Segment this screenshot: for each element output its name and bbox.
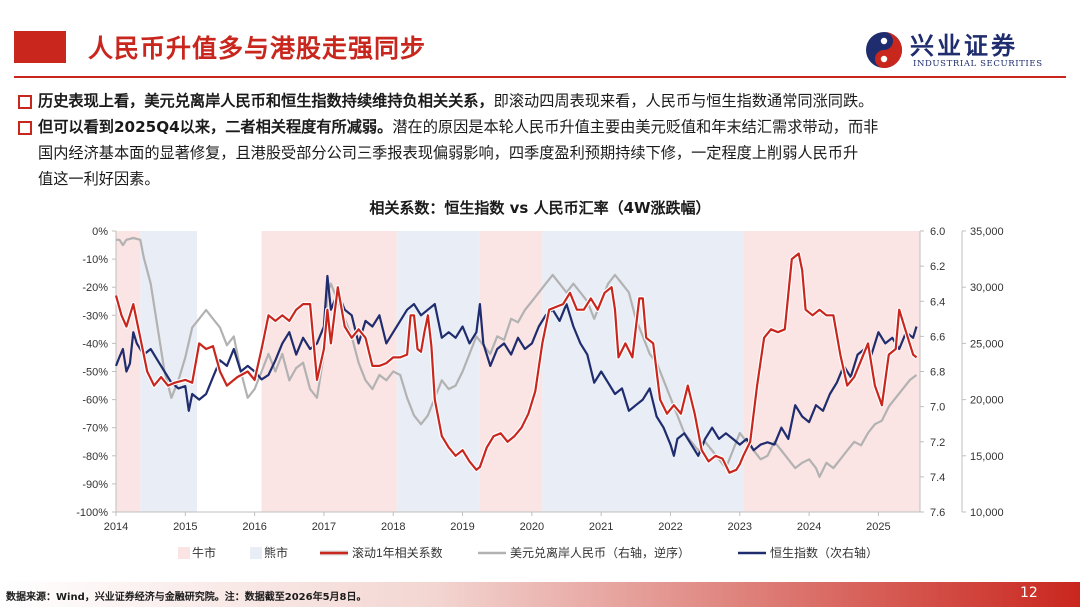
bullet-2: 但可以看到2025Q4以来，二者相关程度有所减弱。潜在的原因是本轮人民币升值主要… bbox=[16, 114, 1066, 140]
y-right-tick-label: 6.0 bbox=[930, 226, 945, 238]
y-right-tick-label: 6.8 bbox=[930, 367, 945, 379]
y-left-tick-label: -70% bbox=[82, 423, 108, 435]
y-right-tick-label: 7.6 bbox=[930, 507, 945, 519]
y-right2-tick-label: 20,000 bbox=[970, 395, 1004, 407]
correlation-line bbox=[114, 252, 918, 474]
bear-market-band bbox=[542, 231, 744, 512]
bull-market-band bbox=[479, 231, 543, 512]
y-left-tick-label: -40% bbox=[82, 338, 108, 350]
x-tick-label: 2015 bbox=[173, 521, 197, 533]
y-right-tick-label: 7.2 bbox=[930, 437, 945, 449]
bullet-2-line-3: 值这一利好因素。 bbox=[38, 170, 160, 188]
x-tick-label: 2016 bbox=[242, 521, 266, 533]
x-tick-label: 2023 bbox=[728, 521, 752, 533]
bear-market-band bbox=[396, 231, 480, 512]
header-divider bbox=[14, 76, 1066, 78]
bull-market-band bbox=[743, 231, 920, 512]
y-left-tick-label: -10% bbox=[82, 254, 108, 266]
brand-name-cn: 兴业证券 bbox=[910, 31, 1018, 60]
bull-market-band bbox=[116, 231, 141, 512]
y-left-tick-label: -30% bbox=[82, 310, 108, 322]
x-tick-label: 2017 bbox=[312, 521, 336, 533]
hang-seng-line bbox=[114, 274, 918, 457]
y-right2-tick-label: 15,000 bbox=[970, 451, 1004, 463]
x-tick-label: 2020 bbox=[520, 521, 544, 533]
correlation-chart: 0% -10% -20% -30% -40% -50% -60% -70% -80% -90% -1… bbox=[76, 226, 1004, 560]
y-left-tick-label: -100% bbox=[76, 507, 108, 519]
x-tick-label: 2019 bbox=[450, 521, 474, 533]
y-right-tick-label: 7.0 bbox=[930, 402, 945, 414]
brand-name-en: INDUSTRIAL SECURITIES bbox=[913, 59, 1043, 69]
x-tick-label: 2021 bbox=[589, 521, 613, 533]
y-right2-tick-label: 30,000 bbox=[970, 282, 1004, 294]
summary-bullets: 历史表现上看，美元兑离岸人民币和恒生指数持续维持负相关关系，即滚动四周表现来看，… bbox=[16, 88, 1066, 192]
bull-market-band bbox=[261, 231, 397, 512]
x-tick-label: 2022 bbox=[658, 521, 682, 533]
bullet-2-line-2: 国内经济基本面的显著修复，且港股受部分公司三季报表现偏弱影响，四季度盈利预期持续… bbox=[38, 144, 859, 162]
y-left-tick-label: -90% bbox=[82, 479, 108, 491]
bullet-1-text: 即滚动四周表现来看，人民币与恒生指数通常同涨同跌。 bbox=[493, 92, 874, 110]
x-tick-label: 2025 bbox=[866, 521, 890, 533]
y-left-tick-label: 0% bbox=[92, 226, 108, 238]
legend-bear-label: 熊市 bbox=[264, 545, 288, 560]
legend-bull-swatch bbox=[178, 547, 190, 559]
y-right2-tick-label: 25,000 bbox=[970, 338, 1004, 350]
x-tick-label: 2024 bbox=[797, 521, 821, 533]
bullet-box-icon bbox=[18, 121, 32, 135]
bullet-2-bold: 但可以看到2025Q4以来，二者相关程度有所减弱。 bbox=[38, 118, 393, 136]
page-title: 人民币升值多与港股走强同步 bbox=[88, 34, 427, 63]
title-accent-bar bbox=[14, 31, 66, 63]
brand-logo: 兴业证券 INDUSTRIAL SECURITIES bbox=[864, 26, 1054, 74]
y-left-tick-label: -60% bbox=[82, 395, 108, 407]
bullet-1-bold: 历史表现上看，美元兑离岸人民币和恒生指数持续维持负相关关系， bbox=[38, 92, 494, 110]
footer-bar bbox=[0, 582, 1080, 607]
y-right-tick-label: 6.2 bbox=[930, 261, 945, 273]
bullet-box-icon bbox=[18, 95, 32, 109]
legend-series-label: 滚动1年相关系数 bbox=[352, 545, 443, 560]
y-right-tick-label: 7.4 bbox=[930, 472, 945, 484]
y-right-tick-label: 6.4 bbox=[930, 296, 945, 308]
data-source-note: 数据来源：Wind，兴业证券经济与金融研究院。注：数据截至2026年5月8日。 bbox=[6, 592, 367, 603]
x-tick-label: 2014 bbox=[104, 521, 128, 533]
legend-bear-swatch bbox=[250, 547, 262, 559]
brand-logo-icon bbox=[866, 32, 902, 68]
y-left-tick-label: -50% bbox=[82, 367, 108, 379]
y-left-tick-label: -80% bbox=[82, 451, 108, 463]
y-left-tick-label: -20% bbox=[82, 282, 108, 294]
legend-series-label: 恒生指数（次右轴） bbox=[770, 545, 878, 560]
y-right2-tick-label: 35,000 bbox=[970, 226, 1004, 238]
chart-title: 相关系数：恒生指数 vs 人民币汇率（4W涨跌幅） bbox=[369, 199, 711, 217]
bullet-2-text: 潜在的原因是本轮人民币升值主要由美元贬值和年末结汇需求带动，而非 bbox=[392, 118, 879, 136]
y-right-tick-label: 6.6 bbox=[930, 331, 945, 343]
x-tick-label: 2018 bbox=[381, 521, 405, 533]
page-number: 12 bbox=[1020, 585, 1038, 601]
legend-bull-label: 牛市 bbox=[192, 545, 216, 560]
legend-series-label: 美元兑离岸人民币（右轴，逆序） bbox=[510, 545, 690, 560]
bullet-1: 历史表现上看，美元兑离岸人民币和恒生指数持续维持负相关关系，即滚动四周表现来看，… bbox=[16, 88, 1066, 114]
y-right2-tick-label: 10,000 bbox=[970, 507, 1004, 519]
